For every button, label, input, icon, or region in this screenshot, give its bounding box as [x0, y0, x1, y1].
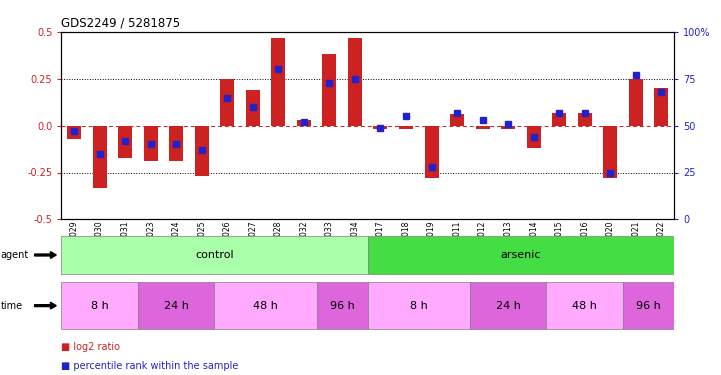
Text: arsenic: arsenic	[500, 250, 541, 260]
Bar	[61, 237, 368, 274]
Bar	[138, 282, 215, 329]
Bar	[476, 126, 490, 129]
Bar	[373, 126, 387, 129]
Bar	[220, 79, 234, 126]
Text: 8 h: 8 h	[410, 301, 428, 310]
Text: 24 h: 24 h	[164, 301, 189, 310]
Text: 96 h: 96 h	[329, 301, 355, 310]
Text: ■ log2 ratio: ■ log2 ratio	[61, 342, 120, 352]
Bar	[470, 282, 547, 329]
Bar	[368, 237, 674, 274]
Bar	[425, 126, 438, 178]
Bar	[655, 88, 668, 126]
Text: 48 h: 48 h	[572, 301, 597, 310]
Bar	[348, 38, 362, 126]
Bar	[501, 126, 516, 129]
Bar	[246, 90, 260, 126]
Bar	[552, 112, 566, 126]
Text: 24 h: 24 h	[496, 301, 521, 310]
Text: GDS2249 / 5281875: GDS2249 / 5281875	[61, 16, 180, 29]
Bar	[169, 126, 183, 161]
Bar	[368, 282, 470, 329]
Bar	[322, 54, 337, 126]
Bar	[271, 38, 286, 126]
Bar	[603, 126, 617, 178]
Bar	[450, 114, 464, 126]
Bar	[118, 126, 132, 158]
Bar	[297, 120, 311, 126]
Text: 96 h: 96 h	[636, 301, 661, 310]
Bar	[317, 282, 368, 329]
Bar	[399, 126, 413, 129]
Bar	[67, 126, 81, 139]
Bar	[195, 126, 209, 176]
Text: time: time	[1, 301, 23, 310]
Bar	[215, 282, 317, 329]
Text: 48 h: 48 h	[253, 301, 278, 310]
Text: control: control	[195, 250, 234, 260]
Bar	[547, 282, 623, 329]
Text: agent: agent	[1, 250, 29, 260]
Bar	[61, 282, 138, 329]
Bar	[526, 126, 541, 148]
Bar	[92, 126, 107, 188]
Bar	[578, 112, 592, 126]
Text: ■ percentile rank within the sample: ■ percentile rank within the sample	[61, 361, 239, 371]
Bar	[143, 126, 158, 161]
Bar	[629, 79, 643, 126]
Bar	[623, 282, 674, 329]
Text: 8 h: 8 h	[91, 301, 108, 310]
